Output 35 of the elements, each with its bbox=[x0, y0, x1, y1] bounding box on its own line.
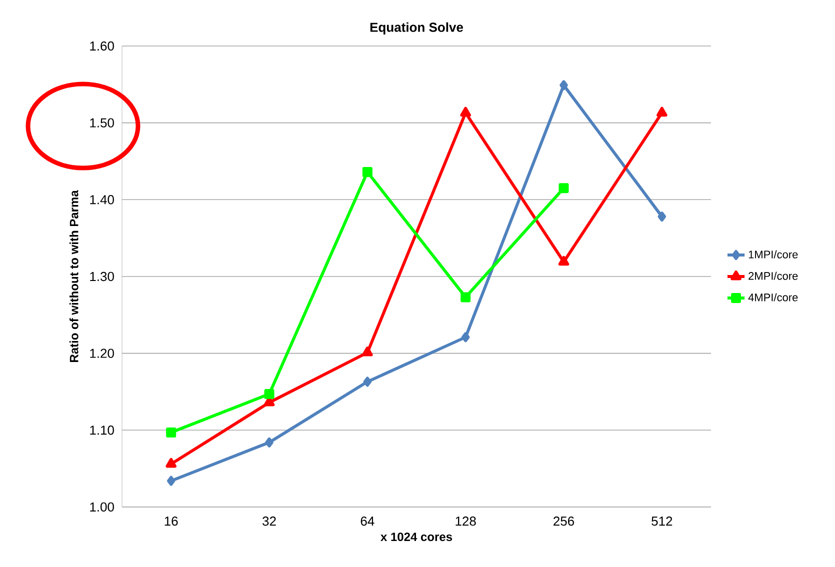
x-tick-label: 512 bbox=[652, 516, 672, 526]
y-tick-label: 1.00 bbox=[90, 502, 114, 512]
point bbox=[558, 256, 570, 266]
x-tick-label: 16 bbox=[164, 516, 178, 526]
x-tick-label: 32 bbox=[262, 516, 276, 526]
point bbox=[461, 332, 470, 342]
y-tick-label: 1.40 bbox=[90, 195, 114, 204]
point bbox=[658, 212, 666, 222]
chart-title: Equation Solve bbox=[370, 22, 464, 34]
point bbox=[166, 476, 176, 486]
point bbox=[560, 80, 568, 90]
point bbox=[363, 376, 372, 387]
y-tick-label: 1.60 bbox=[90, 41, 114, 51]
point bbox=[362, 346, 373, 356]
point bbox=[460, 292, 471, 302]
point bbox=[460, 106, 471, 117]
legend-label: 2MPI/core bbox=[748, 272, 798, 280]
legend-label: 1MPI/core bbox=[748, 250, 798, 258]
point bbox=[362, 167, 372, 177]
y-tick-label: 1.10 bbox=[90, 426, 114, 435]
y-tick-label: 1.30 bbox=[90, 272, 114, 282]
point bbox=[166, 427, 176, 438]
y-axis-title: Ratio of without to with Parma bbox=[70, 190, 78, 362]
point bbox=[265, 437, 274, 448]
x-tick-label: 64 bbox=[360, 516, 374, 526]
point bbox=[656, 106, 668, 117]
point bbox=[558, 183, 569, 194]
x-axis-title: x 1024 cores bbox=[380, 532, 452, 542]
y-tick-label: 1.20 bbox=[90, 348, 114, 358]
point bbox=[264, 389, 274, 400]
y-tick-label: 1.50 bbox=[90, 118, 114, 128]
legend-label: 4MPI/core bbox=[748, 293, 798, 302]
x-tick-label: 256 bbox=[554, 516, 574, 526]
x-tick-label: 128 bbox=[456, 516, 476, 526]
point bbox=[166, 458, 176, 468]
